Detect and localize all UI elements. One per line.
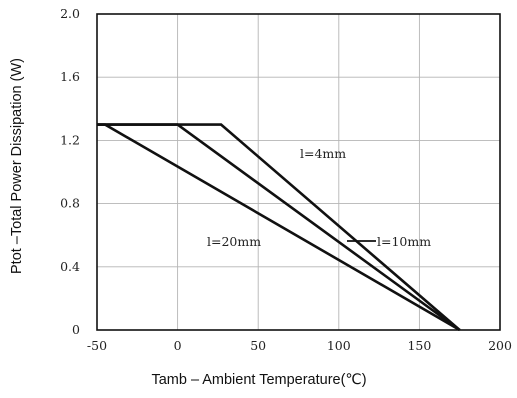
y-tick-label: 0.8 <box>60 196 80 211</box>
x-tick-label: -50 <box>87 338 107 353</box>
grid <box>96 13 501 331</box>
y-tick-label: 0 <box>72 322 80 337</box>
y-tick-label: 0.4 <box>60 259 80 274</box>
x-tick-label: 200 <box>488 338 512 353</box>
plot-frame <box>96 13 501 331</box>
series-layer <box>97 123 461 332</box>
series-label-l10mm: l=10mm <box>377 234 431 249</box>
y-tick-label: 1.6 <box>60 69 80 84</box>
x-tick-label: 100 <box>327 338 351 353</box>
x-tick-label: 0 <box>174 338 182 353</box>
x-tick-label: 150 <box>407 338 431 353</box>
series-label-l4mm: l=4mm <box>300 146 346 161</box>
y-tick-label: 2.0 <box>60 6 80 21</box>
x-axis-title: Tamb – Ambient Temperature(℃) <box>151 372 366 388</box>
series-line-l20mm <box>97 123 461 332</box>
y-tick-label: 1.2 <box>60 132 80 147</box>
annotations-layer: l=4mm l=20mm l=10mm <box>207 146 431 249</box>
tick-labels: -50 0 50 100 150 200 0 0.4 0.8 1.2 1.6 2.0 <box>60 6 512 353</box>
series-line-l10mm <box>97 123 461 332</box>
series-label-l20mm: l=20mm <box>207 234 261 249</box>
y-axis-title: Ptot –Total Power Dissipation (W) <box>9 58 25 274</box>
x-tick-label: 50 <box>250 338 266 353</box>
